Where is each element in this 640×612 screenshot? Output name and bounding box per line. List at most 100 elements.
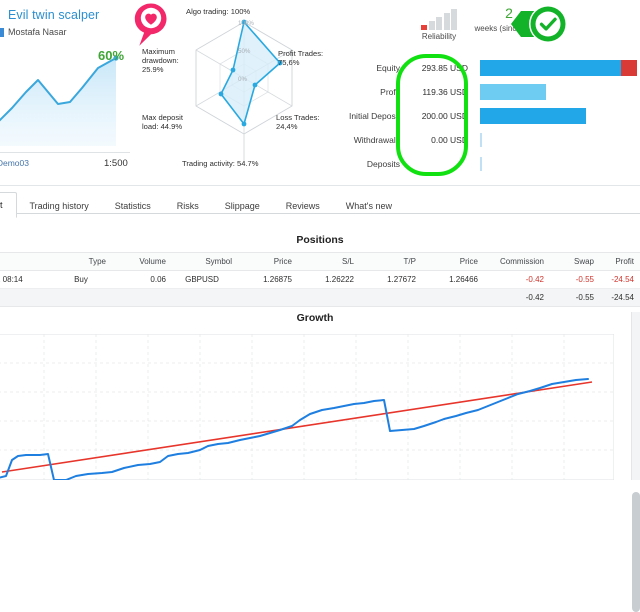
col-volume[interactable]: Volume — [112, 252, 172, 271]
header-panel: Evil twin scalper Mostafa Nasar 60% -Dem… — [0, 0, 640, 186]
tab-bar: t Trading history Statistics Risks Slipp… — [0, 186, 640, 226]
radar-tick-0: 0% — [238, 76, 247, 83]
table-header-row: Type Volume Symbol Price S/L T/P Price C… — [0, 252, 640, 271]
stat-row-profit: Profit 119.36 USD — [330, 80, 640, 104]
stat-label: Withdrawals — [353, 135, 400, 145]
weeks-value: 2 — [505, 5, 513, 21]
reliability-label: Reliability — [421, 32, 457, 41]
radar-label-profit-trades: Profit Trades: 75,6% — [278, 49, 324, 67]
table-total-row: -0.42 -0.55 -24.54 — [0, 288, 640, 307]
stat-bar — [480, 156, 640, 172]
cell-commission: -0.42 — [484, 270, 550, 289]
stat-label: Deposits — [366, 159, 400, 169]
page-title: Evil twin scalper — [8, 8, 100, 22]
broker-label: -Demo03 — [0, 158, 29, 168]
col-swap[interactable]: Swap — [550, 252, 600, 271]
col-symbol[interactable]: Symbol — [172, 252, 238, 271]
col-type[interactable]: Type — [56, 252, 112, 271]
radar-label-trading-activity: Trading activity: 54.7% — [182, 159, 259, 168]
page-scrollbar-thumb[interactable] — [632, 492, 640, 612]
stat-row-withdrawals: Withdrawals 0.00 USD — [330, 128, 640, 152]
radar-tick-100: 100% — [238, 20, 254, 27]
stat-bar — [480, 60, 640, 76]
col-time[interactable] — [0, 252, 56, 271]
total-blank-2 — [112, 288, 172, 307]
radar-label-maximum-drawdown: Maximum drawdown: 25.9% — [142, 47, 179, 74]
positions-title: Positions — [296, 234, 344, 246]
growth-section: Growth Growth, % Balance — [0, 312, 640, 480]
stat-label: Initial Deposit — [348, 111, 400, 121]
col-tp[interactable]: T/P — [360, 252, 422, 271]
stat-value: 200.00 USD — [421, 111, 468, 121]
total-blank-5 — [298, 288, 360, 307]
tab-reviews[interactable]: Reviews — [285, 201, 320, 211]
growth-curve-line — [0, 378, 589, 480]
sparkline-path — [0, 57, 117, 122]
tab-trading-history[interactable]: Trading history — [29, 201, 89, 211]
author-row: Mostafa Nasar — [0, 27, 67, 37]
radar-label-max-deposit-load: Max deposit load: 44.9% — [142, 113, 183, 131]
verified-check-icon — [511, 5, 567, 43]
total-blank-0 — [0, 288, 56, 307]
stat-label: Equity — [376, 63, 400, 73]
cell-sl: 1.26222 — [298, 270, 360, 289]
radar-label-loss-trades: Loss Trades: 24,4% — [276, 113, 320, 131]
stat-row-equity: Equity 293.85 USD — [330, 56, 640, 80]
total-swap: -0.55 — [550, 288, 600, 307]
sparkline-endpoint — [113, 55, 119, 61]
col-sl[interactable]: S/L — [298, 252, 360, 271]
tab-whats-new[interactable]: What's new — [345, 201, 393, 211]
total-blank-1 — [56, 288, 112, 307]
weeks-label: weeks (since 2019) — [474, 24, 544, 33]
age-block: 2 weeks (since 2019) — [466, 6, 552, 33]
tab-chart[interactable]: t — [0, 192, 17, 218]
stat-value: 0.00 USD — [431, 135, 468, 145]
tab-risks[interactable]: Risks — [176, 201, 199, 211]
total-blank-4 — [238, 288, 298, 307]
page-scrollbar-track[interactable] — [631, 312, 640, 612]
tab-underline — [0, 213, 640, 214]
positions-section: Positions Type Volume Symbol Price S/L T… — [0, 228, 640, 307]
leverage-label: 1:500 — [104, 158, 128, 169]
cell-swap: -0.55 — [550, 270, 600, 289]
stat-value: 293.85 USD — [421, 63, 468, 73]
heart-pin-icon[interactable] — [128, 0, 174, 52]
equity-sparkline-chart — [0, 55, 119, 146]
cell-price: 1.26466 — [422, 270, 484, 289]
reliability-block: Reliability — [404, 8, 474, 41]
stat-label: Profit — [380, 87, 400, 97]
cell-tp: 1.27672 — [360, 270, 422, 289]
total-commission: -0.42 — [484, 288, 550, 307]
total-blank-6 — [360, 288, 422, 307]
stat-bar — [480, 108, 640, 124]
col-profit[interactable]: Profit — [600, 252, 640, 271]
author-name: Mostafa Nasar — [8, 27, 67, 37]
cell-open-price: 1.26875 — [238, 270, 298, 289]
cell-volume: 0.06 — [112, 270, 172, 289]
growth-percent-label: 60% — [98, 48, 125, 63]
cell-profit: -24.54 — [600, 270, 640, 289]
table-row[interactable]: 1 08:14 Buy 0.06 GBPUSD 1.26875 1.26222 … — [0, 270, 640, 289]
account-stats-list: Equity 293.85 USD Profit 119.36 USD Init… — [330, 56, 640, 176]
growth-line-chart — [0, 334, 614, 480]
flag-icon — [0, 27, 4, 37]
col-price[interactable]: Price — [422, 252, 484, 271]
radar-tick-50: 50% — [238, 48, 251, 55]
growth-balance-line — [1, 381, 593, 473]
col-open-price[interactable]: Price — [238, 252, 298, 271]
stat-bar — [480, 84, 640, 100]
tab-slippage[interactable]: Slippage — [224, 201, 260, 211]
total-profit: -24.54 — [600, 288, 640, 307]
trading-profile-radar-chart — [195, 19, 293, 162]
header-divider — [0, 185, 640, 186]
tab-statistics[interactable]: Statistics — [114, 201, 151, 211]
cell-time: 1 08:14 — [0, 270, 56, 289]
stat-value: 119.36 USD — [422, 87, 468, 97]
radar-label-algo-trading: Algo trading: 100% — [186, 7, 251, 16]
sparkline-baseline — [0, 152, 130, 153]
stat-row-deposits: Deposits — [330, 152, 640, 176]
col-commission[interactable]: Commission — [484, 252, 550, 271]
total-blank-3 — [172, 288, 238, 307]
cell-type: Buy — [56, 270, 112, 289]
